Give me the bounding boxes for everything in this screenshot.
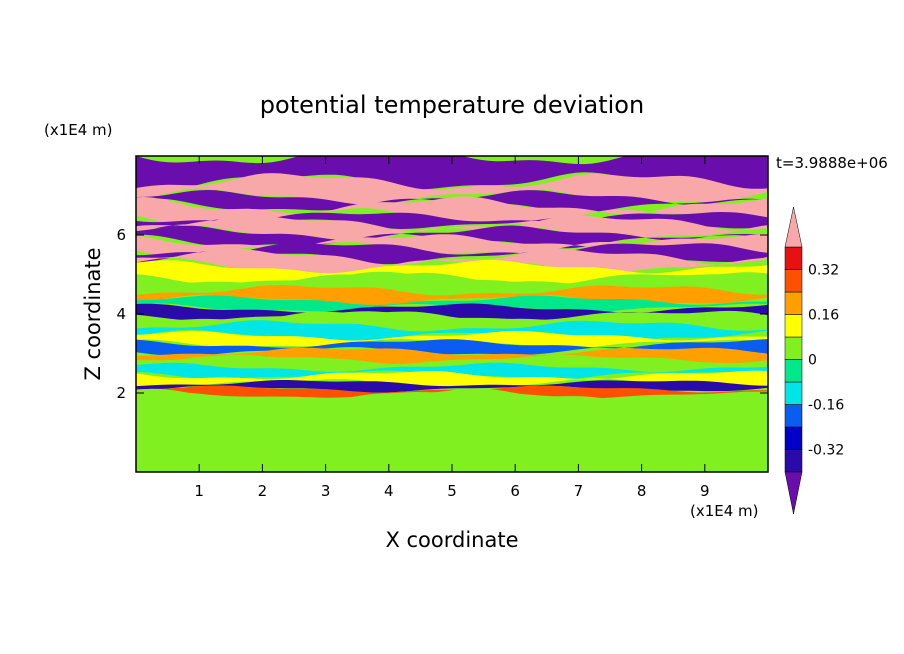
contour-band bbox=[136, 248, 768, 275]
y-axis-label: Z coordinate bbox=[81, 247, 105, 380]
colorbar-min-arrow bbox=[784, 471, 803, 515]
colorbar-label: 0.32 bbox=[808, 263, 839, 279]
colorbar-swatch bbox=[784, 314, 803, 338]
contour-patch bbox=[306, 406, 414, 435]
contour-band bbox=[136, 233, 768, 257]
y-tick-label: 4 bbox=[116, 305, 126, 323]
x-tick-label: 1 bbox=[194, 482, 204, 500]
contour-band bbox=[136, 339, 768, 357]
colorbar-swatch bbox=[784, 381, 803, 405]
colorbar-swatch bbox=[784, 336, 803, 360]
contour-band bbox=[136, 362, 768, 380]
colorbar-label: -0.16 bbox=[808, 398, 844, 414]
colorbar-swatch bbox=[784, 359, 803, 383]
x-tick-label: 3 bbox=[321, 482, 331, 500]
colorbar-swatch bbox=[784, 246, 803, 270]
y-axis: 2 4 6 bbox=[116, 226, 768, 402]
colorbar-label: 0 bbox=[808, 353, 817, 369]
colorbar: 0.32 0.16 0 -0.16 -0.32 bbox=[784, 206, 844, 515]
colorbar-swatch bbox=[784, 269, 803, 293]
contour-band bbox=[136, 212, 768, 229]
x-tick-label: 8 bbox=[637, 482, 647, 500]
contour-band bbox=[136, 370, 768, 388]
colorbar-label: 0.16 bbox=[808, 308, 839, 324]
chart-title: potential temperature deviation bbox=[260, 91, 644, 119]
colorbar-swatch bbox=[784, 426, 803, 450]
y-tick-label: 6 bbox=[116, 226, 126, 244]
contour-band bbox=[136, 459, 768, 472]
colorbar-swatch bbox=[784, 449, 803, 473]
contour-band bbox=[136, 196, 768, 227]
contour-patch bbox=[142, 422, 210, 451]
time-label: t=3.9888e+06 bbox=[776, 154, 888, 172]
contour-band bbox=[136, 259, 768, 285]
contour-band bbox=[136, 303, 768, 321]
contour-band bbox=[136, 272, 768, 297]
contour-band bbox=[136, 310, 768, 332]
contour-band bbox=[136, 354, 768, 372]
contour-band bbox=[136, 156, 768, 191]
x-tick-label: 2 bbox=[258, 482, 268, 500]
contour-patch bbox=[438, 416, 506, 457]
contour-patch bbox=[694, 422, 762, 451]
x-tick-label: 7 bbox=[574, 482, 584, 500]
contour-plot-area bbox=[136, 156, 768, 472]
colorbar-max-arrow bbox=[784, 206, 803, 248]
y-unit-label: (x1E4 m) bbox=[44, 121, 113, 139]
x-tick-label: 9 bbox=[700, 482, 710, 500]
x-axis: 1 2 3 4 5 6 7 8 9 bbox=[194, 156, 710, 500]
colorbar-swatch bbox=[784, 291, 803, 315]
contour-patch bbox=[602, 400, 710, 441]
contour-band bbox=[136, 295, 768, 313]
x-tick-label: 6 bbox=[510, 482, 520, 500]
x-tick-label: 4 bbox=[384, 482, 394, 500]
contour-patch bbox=[500, 414, 588, 443]
y-tick-label: 2 bbox=[116, 384, 126, 402]
x-unit-label: (x1E4 m) bbox=[690, 502, 759, 520]
contour-band bbox=[136, 242, 768, 265]
x-axis-label: X coordinate bbox=[385, 528, 518, 552]
colorbar-swatch bbox=[784, 404, 803, 428]
x-tick-label: 5 bbox=[447, 482, 457, 500]
colorbar-label: -0.32 bbox=[808, 443, 844, 459]
contour-band bbox=[136, 347, 768, 365]
